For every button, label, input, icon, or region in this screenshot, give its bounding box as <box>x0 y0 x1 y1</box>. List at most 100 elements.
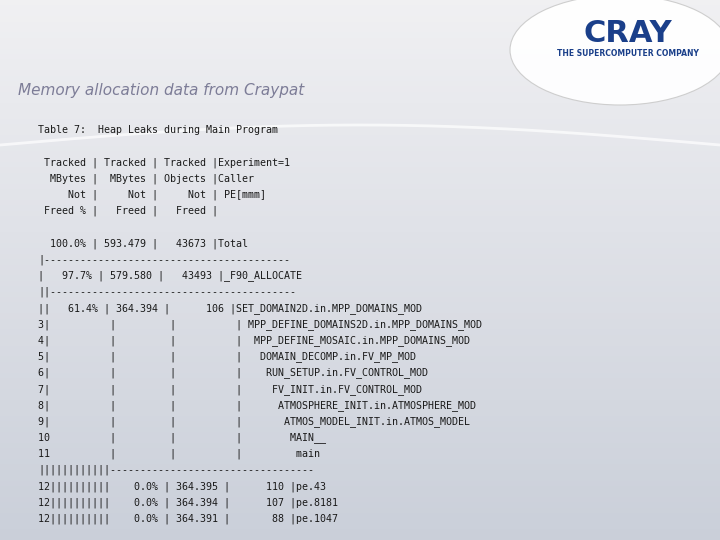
Bar <box>0 302 720 308</box>
Bar <box>0 535 720 540</box>
Bar <box>0 113 720 119</box>
Bar <box>0 97 720 103</box>
Bar <box>0 146 720 151</box>
Bar <box>0 329 720 335</box>
Bar <box>0 410 720 416</box>
Bar <box>0 65 720 70</box>
Bar <box>0 470 720 475</box>
Bar <box>0 16 720 22</box>
Bar <box>0 464 720 470</box>
Bar <box>0 43 720 49</box>
Bar <box>0 49 720 54</box>
Text: Not |     Not |     Not | PE[mmm]: Not | Not | Not | PE[mmm] <box>38 190 266 200</box>
Bar <box>0 313 720 319</box>
Bar <box>0 486 720 491</box>
Text: 11          |         |          |         main: 11 | | | main <box>38 449 320 459</box>
Bar <box>0 497 720 502</box>
Bar <box>0 405 720 410</box>
Text: 12||||||||||    0.0% | 364.394 |      107 |pe.8181: 12|||||||||| 0.0% | 364.394 | 107 |pe.81… <box>38 497 338 508</box>
Bar <box>0 373 720 378</box>
Bar <box>0 211 720 216</box>
Text: ||-----------------------------------------: ||--------------------------------------… <box>38 287 296 297</box>
Bar <box>0 205 720 211</box>
Bar <box>0 0 720 5</box>
Bar <box>0 286 720 292</box>
Bar <box>0 189 720 194</box>
Text: MBytes |  MBytes | Objects |Caller: MBytes | MBytes | Objects |Caller <box>38 173 254 184</box>
Text: 10          |         |          |        MAIN__: 10 | | | MAIN__ <box>38 433 326 443</box>
Bar <box>0 38 720 43</box>
Text: THE SUPERCOMPUTER COMPANY: THE SUPERCOMPUTER COMPANY <box>557 50 699 58</box>
Bar <box>0 346 720 351</box>
Bar <box>0 227 720 232</box>
Bar <box>0 119 720 124</box>
Bar <box>0 265 720 270</box>
Bar <box>0 124 720 130</box>
Bar <box>0 319 720 324</box>
Text: ||   61.4% | 364.394 |      106 |SET_DOMAIN2D.in.MPP_DOMAINS_MOD: || 61.4% | 364.394 | 106 |SET_DOMAIN2D.i… <box>38 303 422 314</box>
Bar <box>0 22 720 27</box>
Bar <box>0 81 720 86</box>
Bar <box>0 140 720 146</box>
Bar <box>0 184 720 189</box>
Bar <box>0 513 720 518</box>
Ellipse shape <box>510 0 720 105</box>
Text: |   97.7% | 579.580 |   43493 |_F90_ALLOCATE: | 97.7% | 579.580 | 43493 |_F90_ALLOCATE <box>38 271 302 281</box>
Bar <box>0 297 720 302</box>
Bar <box>0 194 720 200</box>
Bar <box>0 367 720 373</box>
Text: 7|          |         |          |     FV_INIT.in.FV_CONTROL_MOD: 7| | | | FV_INIT.in.FV_CONTROL_MOD <box>38 384 422 395</box>
Text: 9|          |         |          |       ATMOS_MODEL_INIT.in.ATMOS_MODEL: 9| | | | ATMOS_MODEL_INIT.in.ATMOS_MODEL <box>38 416 470 427</box>
Bar <box>0 508 720 513</box>
Bar <box>0 86 720 92</box>
Bar <box>0 437 720 443</box>
Bar <box>0 324 720 329</box>
Bar <box>0 448 720 454</box>
Bar <box>0 481 720 486</box>
Bar <box>0 340 720 346</box>
Bar <box>0 135 720 140</box>
Bar <box>0 292 720 297</box>
Bar <box>0 394 720 400</box>
Bar <box>0 103 720 108</box>
Bar <box>0 167 720 173</box>
Bar <box>0 270 720 275</box>
Bar <box>0 389 720 394</box>
Bar <box>0 351 720 356</box>
Text: 100.0% | 593.479 |   43673 |Total: 100.0% | 593.479 | 43673 |Total <box>38 238 248 248</box>
Bar <box>0 378 720 383</box>
Bar <box>0 308 720 313</box>
Bar <box>0 27 720 32</box>
Text: 12||||||||||    0.0% | 364.391 |       88 |pe.1047: 12|||||||||| 0.0% | 364.391 | 88 |pe.104… <box>38 514 338 524</box>
Bar <box>0 254 720 259</box>
Text: ||||||||||||----------------------------------: ||||||||||||----------------------------… <box>38 465 314 475</box>
Text: CRAY: CRAY <box>584 19 672 49</box>
Text: Tracked | Tracked | Tracked |Experiment=1: Tracked | Tracked | Tracked |Experiment=… <box>38 157 290 167</box>
Bar <box>0 108 720 113</box>
Text: 6|          |         |          |    RUN_SETUP.in.FV_CONTROL_MOD: 6| | | | RUN_SETUP.in.FV_CONTROL_MOD <box>38 368 428 379</box>
Bar <box>0 173 720 178</box>
Bar <box>0 400 720 405</box>
Bar <box>0 216 720 221</box>
Bar <box>0 518 720 524</box>
Bar <box>0 432 720 437</box>
Bar <box>0 248 720 254</box>
Bar <box>0 70 720 76</box>
Bar <box>0 232 720 238</box>
Bar <box>0 11 720 16</box>
Bar <box>0 502 720 508</box>
Text: 4|          |         |          |  MPP_DEFINE_MOSAIC.in.MPP_DOMAINS_MOD: 4| | | | MPP_DEFINE_MOSAIC.in.MPP_DOMAIN… <box>38 335 470 346</box>
Bar <box>0 221 720 227</box>
Text: 8|          |         |          |      ATMOSPHERE_INIT.in.ATMOSPHERE_MOD: 8| | | | ATMOSPHERE_INIT.in.ATMOSPHERE_M… <box>38 400 476 411</box>
Text: Table 7:  Heap Leaks during Main Program: Table 7: Heap Leaks during Main Program <box>38 125 278 135</box>
Bar <box>0 151 720 157</box>
Bar <box>0 130 720 135</box>
Bar <box>0 383 720 389</box>
Text: 5|          |         |          |   DOMAIN_DECOMP.in.FV_MP_MOD: 5| | | | DOMAIN_DECOMP.in.FV_MP_MOD <box>38 352 416 362</box>
Text: Memory allocation data from Craypat: Memory allocation data from Craypat <box>18 83 305 98</box>
Bar <box>0 491 720 497</box>
Bar <box>0 421 720 427</box>
Bar <box>0 238 720 243</box>
Bar <box>0 200 720 205</box>
Bar <box>0 475 720 481</box>
